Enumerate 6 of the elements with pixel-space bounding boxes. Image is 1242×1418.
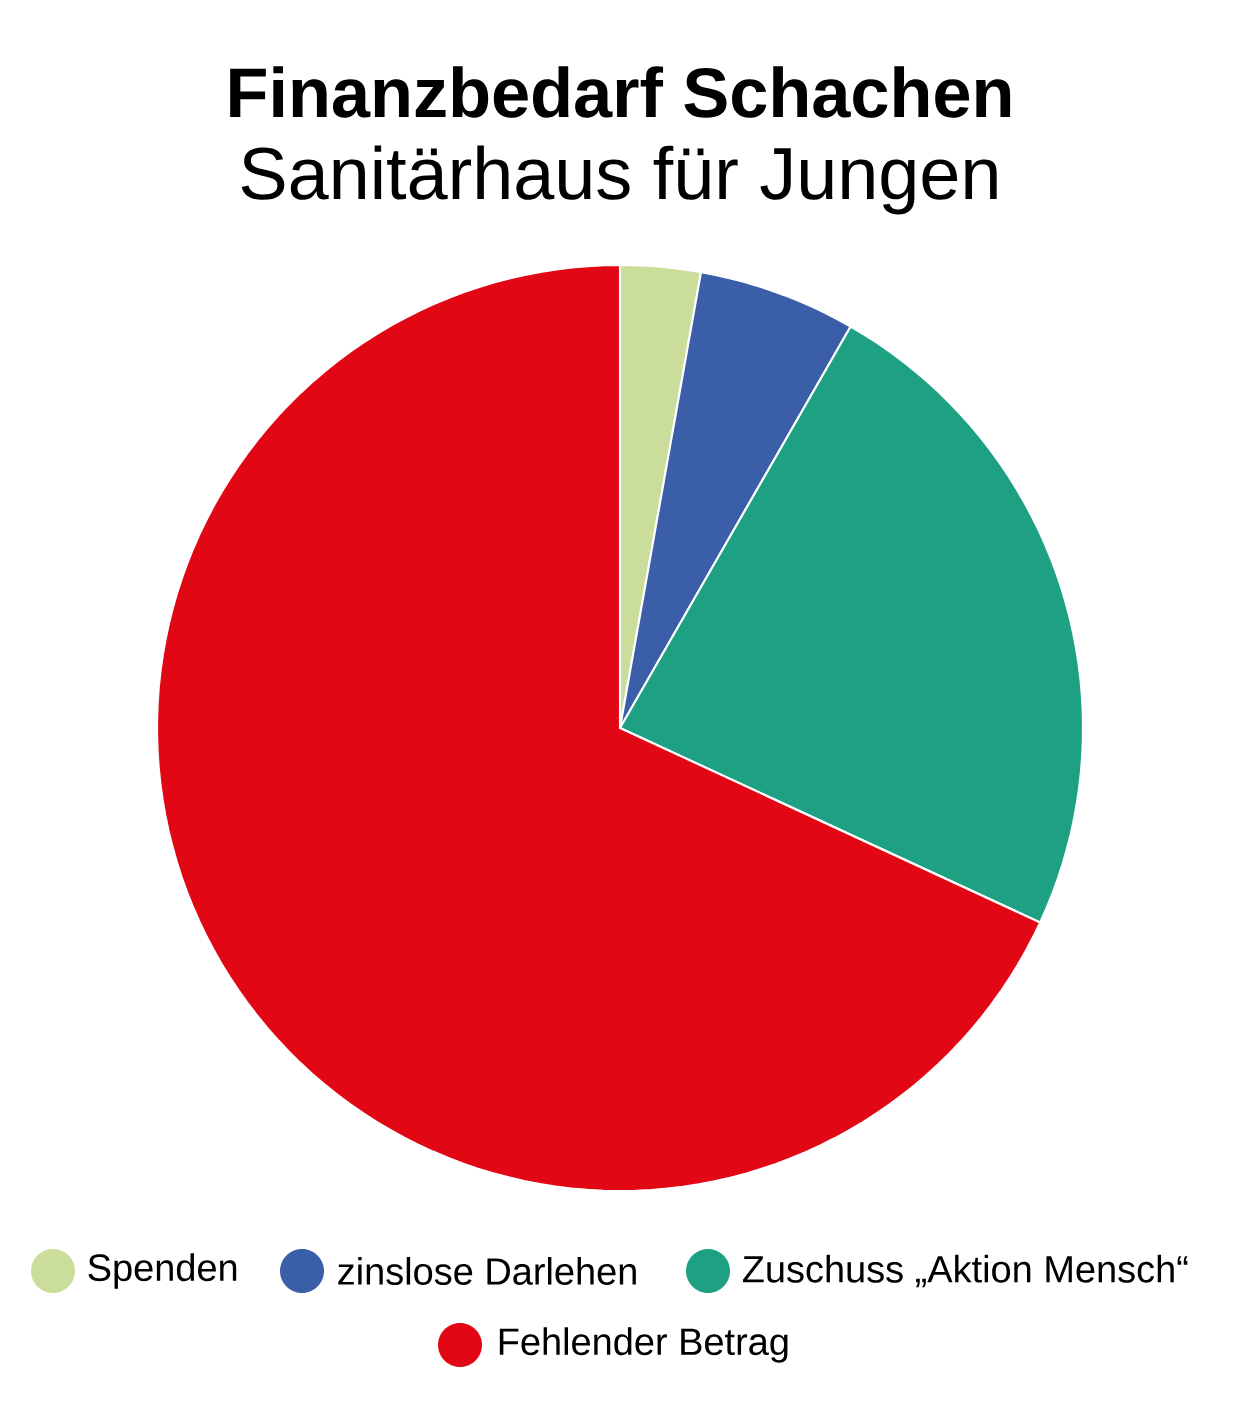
legend-label: Spenden [88, 1253, 237, 1289]
chart-title: Finanzbedarf Schachen [230, 66, 1011, 118]
legend-label: Zuschuss „Aktion Mensch“ [742, 1254, 1188, 1288]
legend-label: zinslose Darlehen [338, 1257, 636, 1285]
chart-subtitle: Sanitärhaus für Jungen [241, 145, 997, 215]
legend-label: Fehlender Betrag [499, 1327, 788, 1363]
